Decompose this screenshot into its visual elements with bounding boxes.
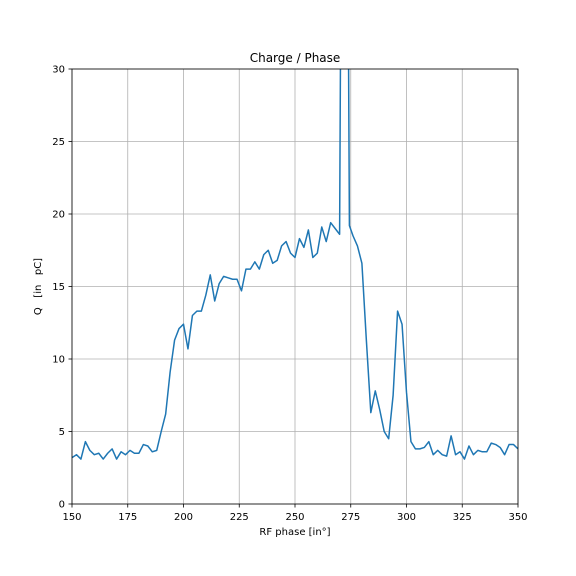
x-tick-label: 300 [397, 512, 416, 523]
y-tick-label: 0 [59, 500, 65, 511]
series-layer [72, 69, 518, 460]
y-tick-label: 15 [52, 282, 65, 293]
x-tick-label: 150 [62, 512, 81, 523]
y-axis-label: Q [in pC] [33, 258, 44, 315]
x-tick-label: 200 [174, 512, 193, 523]
y-tick-label: 10 [52, 355, 65, 366]
y-axis-ticks: 0 5 10 15 20 25 30 [52, 65, 72, 511]
x-tick-label: 250 [285, 512, 304, 523]
y-tick-label: 30 [52, 65, 65, 76]
y-tick-label: 5 [59, 427, 65, 438]
x-tick-label: 175 [118, 512, 137, 523]
x-tick-label: 275 [341, 512, 360, 523]
series-line-0 [72, 69, 518, 460]
grid [71, 68, 519, 505]
chart-title: Charge / Phase [250, 51, 341, 65]
x-tick-label: 350 [508, 512, 527, 523]
x-axis-label: RF phase [in°] [259, 527, 330, 538]
x-tick-label: 225 [230, 512, 249, 523]
y-tick-label: 20 [52, 210, 65, 221]
x-tick-label: 325 [453, 512, 472, 523]
x-axis-ticks: 150 175 200 225 250 275 300 325 350 [62, 504, 528, 523]
y-tick-label: 25 [52, 137, 65, 148]
